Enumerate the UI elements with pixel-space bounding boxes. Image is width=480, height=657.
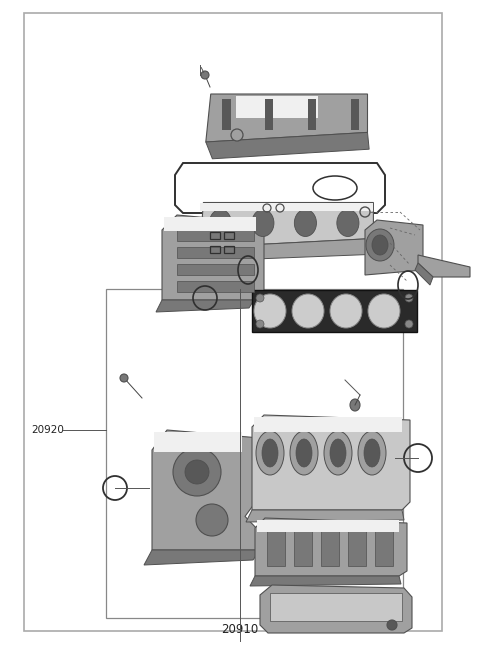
Polygon shape [162,215,264,300]
Bar [224,246,234,253]
Bar [154,432,242,452]
Polygon shape [255,518,407,576]
Bar [177,281,254,292]
Bar [321,530,339,566]
Ellipse shape [256,294,264,302]
Bar [200,202,373,211]
Bar [106,289,403,618]
Bar [348,530,366,566]
Bar [254,417,402,432]
Polygon shape [144,550,260,565]
Bar [24,13,442,631]
Ellipse shape [290,431,318,475]
Polygon shape [418,255,470,277]
Polygon shape [252,415,410,510]
Ellipse shape [120,374,128,382]
Ellipse shape [368,294,400,328]
Polygon shape [415,263,433,285]
Ellipse shape [366,229,394,261]
Bar [210,246,220,253]
Ellipse shape [254,294,286,328]
Polygon shape [206,133,369,159]
Ellipse shape [330,294,362,328]
Ellipse shape [256,320,264,328]
Bar [267,530,285,566]
Polygon shape [200,202,373,248]
Ellipse shape [196,504,228,536]
Text: 20920: 20920 [31,425,64,436]
Ellipse shape [256,431,284,475]
Bar [252,290,417,332]
Ellipse shape [330,439,346,467]
Bar [164,217,256,231]
Bar [375,530,393,566]
Ellipse shape [173,448,221,496]
Ellipse shape [296,439,312,467]
Ellipse shape [324,431,352,475]
Polygon shape [156,300,254,312]
Polygon shape [365,220,423,275]
Polygon shape [246,510,404,522]
Ellipse shape [358,431,386,475]
Ellipse shape [294,210,316,237]
Polygon shape [250,576,401,586]
Ellipse shape [405,294,413,302]
Bar [224,232,234,239]
Polygon shape [206,94,368,142]
Text: 20910: 20910 [221,623,259,635]
Ellipse shape [185,460,209,484]
Bar [177,230,254,241]
Polygon shape [152,430,260,550]
Bar [177,247,254,258]
Ellipse shape [231,129,243,141]
Polygon shape [200,238,375,261]
Ellipse shape [201,71,209,79]
Ellipse shape [337,210,359,237]
Bar [177,264,254,275]
Ellipse shape [262,439,278,467]
Ellipse shape [350,399,360,411]
Bar [265,99,274,130]
Polygon shape [260,585,412,633]
Bar [294,530,312,566]
Ellipse shape [364,439,380,467]
Ellipse shape [405,320,413,328]
Bar [222,99,230,130]
Bar [210,232,220,239]
Bar [308,99,316,130]
Ellipse shape [372,235,388,255]
Ellipse shape [209,210,231,237]
Ellipse shape [292,294,324,328]
Ellipse shape [252,210,274,237]
Polygon shape [236,97,318,118]
Bar [257,520,399,532]
Bar [351,99,359,130]
Bar [270,593,402,621]
Ellipse shape [387,620,397,630]
